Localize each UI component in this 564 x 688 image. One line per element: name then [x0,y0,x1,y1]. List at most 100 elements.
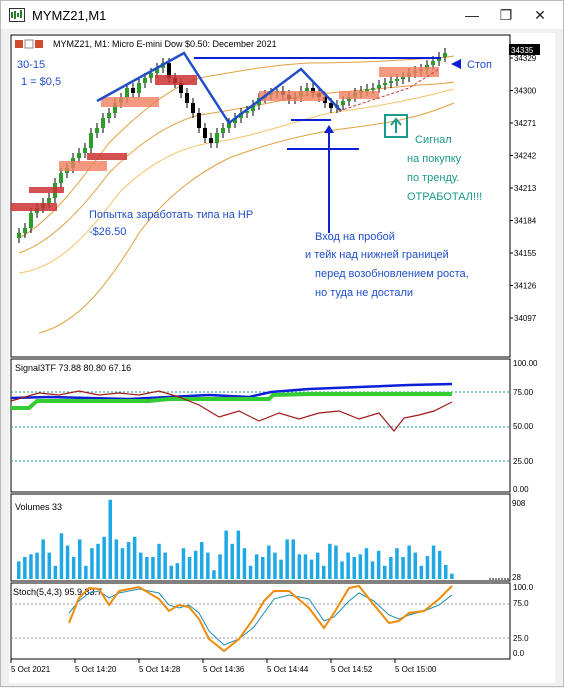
volume-bar [419,565,424,579]
stoch-scale-label: 0.0 [513,649,525,658]
volume-bar [102,536,106,579]
volume-bar [437,550,442,579]
volume-bar [41,539,45,579]
main-price-scale[interactable]: 34335 34329 34300 34271 34242 34213 34184 3415… [509,44,540,323]
candle [389,81,393,83]
volume-bar [145,557,149,579]
window-title: MYMZ21,M1 [32,8,107,23]
volume-bar [254,554,259,579]
candle [125,88,129,98]
volume-bar [267,545,271,579]
entry-line3: перед возобновлением роста, [315,268,469,280]
volume-bar [71,557,76,579]
signal3tf-panel[interactable]: Signal3TF 73.88 80.80 67.16 [10,358,511,493]
signal-scale-label: 25.00 [513,457,534,466]
chart-area[interactable]: MYMZ21, M1: Micro E-mini Dow $0.50: Dece… [9,33,555,683]
minimize-button[interactable]: — [465,7,479,23]
signal-line1: Сигнал [415,134,452,146]
candle [371,88,375,90]
signal-scale-label: 0.00 [513,485,529,494]
candle [377,85,381,88]
price-zone-boxes[interactable] [11,67,439,211]
volume-bar [401,557,405,579]
volume-panel[interactable]: Volumes 33 [10,493,511,582]
title-bar[interactable]: MYMZ21,M1 — ❐ ✕ [1,1,563,29]
volume-bar [407,545,411,579]
candle [431,61,435,65]
time-axis[interactable]: 5 Oct 2021 5 Oct 14:20 5 Oct 14:28 5 Oct 14… [10,659,437,674]
signal-scale: 100.00 75.00 50.00 25.00 0.00 [513,359,538,494]
candle [113,103,117,113]
main-chart-header: MYMZ21, M1: Micro E-mini Dow $0.50: Dece… [53,39,277,49]
volume-bar [389,557,393,579]
candle [311,88,315,93]
candle [251,105,255,111]
stochastic-panel[interactable]: Stoch(5,4,3) 95.9 83.7 [10,582,511,660]
candle [329,103,333,108]
stoch-scale-label: 100.0 [513,583,534,592]
volume-scale-bottom: 28 [512,573,521,582]
candle [137,83,141,93]
candle [191,103,195,113]
volume-bar [303,554,308,579]
restore-button[interactable]: ❐ [499,7,513,23]
volume-bars[interactable] [17,499,454,579]
volume-bar [29,554,33,579]
volume-bar [297,554,302,579]
volume-bar [370,561,375,579]
price-tick-label: 34184 [514,217,537,226]
loss-label: -$26.50 [89,226,126,238]
candle [83,148,87,153]
candle [341,101,345,105]
price-tick-label: 34242 [514,152,537,161]
volume-bar [358,554,363,579]
candle [59,173,63,183]
volume-bar [334,545,338,579]
price-tick-label: 34126 [514,282,537,291]
volume-bar [181,548,186,579]
one-click-trading-icons[interactable] [15,39,43,49]
volume-bar [315,552,320,579]
signal-scale-label: 100.00 [513,359,538,368]
candle [143,78,147,83]
buy-signal-marker[interactable] [384,114,408,138]
close-button[interactable]: ✕ [534,7,546,23]
stoch-scale-label: 25.0 [513,634,529,643]
signal-line3: по тренду. [407,172,459,184]
volume-bar [53,565,58,579]
candle [101,118,105,128]
volume-bar [90,548,94,579]
entry-line2: и тейк над нижней границей [305,249,449,261]
signal-panel-header: Signal3TF 73.88 80.80 67.16 [15,363,131,373]
volume-bar [248,565,253,579]
volume-bar [151,557,155,579]
current-price-label: 34335 [511,46,534,55]
candle [23,228,27,233]
candle [383,83,387,85]
price-tick-label: 34300 [514,87,537,96]
main-price-panel[interactable]: MYMZ21, M1: Micro E-mini Dow $0.50: Dece… [10,34,511,358]
volume-bar [328,543,332,579]
candle [185,93,189,103]
volume-bar [242,548,247,579]
volume-bar [383,565,387,579]
candle [209,138,213,143]
price-tick-label: 34329 [514,54,537,63]
price-tick-label: 34097 [514,314,537,323]
volume-bar [236,530,241,579]
volume-bar [291,539,295,579]
candle [401,77,405,79]
volume-bar [35,552,39,579]
candle [365,89,369,91]
volume-bar [352,557,356,579]
time-tick-label: 5 Oct 2021 [11,665,51,674]
volume-bar [78,539,82,579]
volume-bar [212,570,216,579]
chart-svg[interactable]: MYMZ21, M1: Micro E-mini Dow $0.50: Dece… [9,33,555,683]
price-tick-label: 34271 [514,119,537,128]
time-tick-label: 5 Oct 14:44 [267,665,309,674]
signal-line2: на покупку [407,153,462,165]
volume-bar [114,539,119,579]
trend-drawing-lines[interactable] [96,51,461,233]
